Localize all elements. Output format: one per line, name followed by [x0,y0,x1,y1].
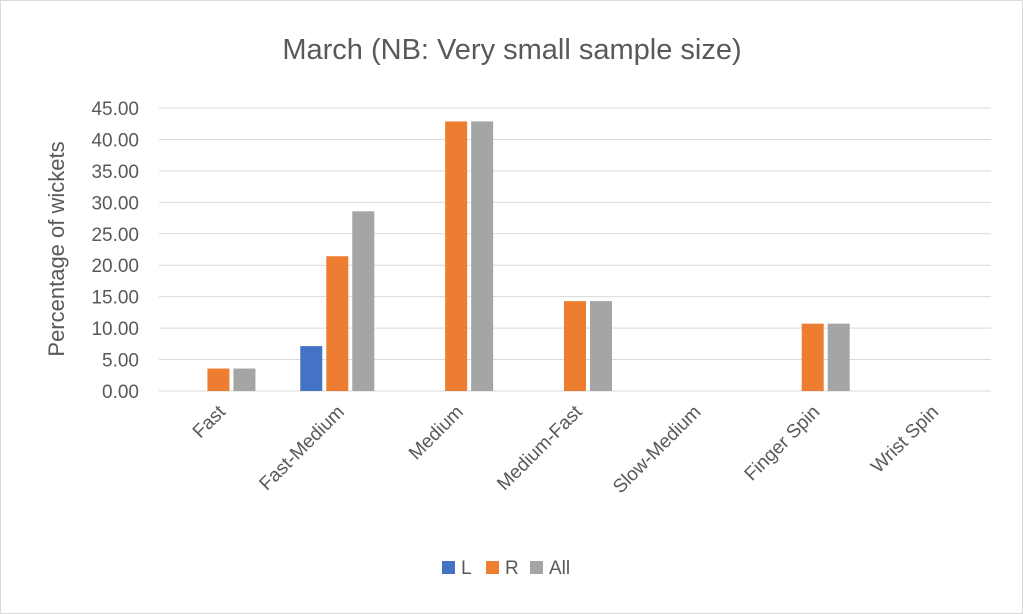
legend-label-r: R [505,558,519,579]
y-tick-label: 25.00 [91,225,139,246]
y-tick-label: 5.00 [102,351,139,372]
y-tick-label: 10.00 [91,319,139,340]
y-tick-label: 20.00 [91,256,139,277]
legend-swatch-all [530,561,543,574]
x-tick-label: Wrist Spin [867,402,943,478]
y-tick-label: 30.00 [91,193,139,214]
x-tick-label: Medium-Fast [493,401,587,495]
bar-all-medium [471,121,494,391]
x-tick-label: Fast-Medium [256,402,349,495]
legend-swatch-r [486,561,499,574]
x-tick-label: Slow-Medium [609,402,705,498]
bar-l-fast-medium [300,346,323,391]
bar-all-fast [233,368,256,391]
bar-r-medium-fast [564,301,586,391]
y-tick-label: 40.00 [91,130,139,151]
bar-r-fast [207,368,230,391]
y-tick-label: 0.00 [102,382,139,403]
bar-all-medium-fast [590,301,612,391]
bar-all-finger-spin [827,323,850,391]
legend-label-all: All [549,558,570,579]
y-tick-label: 35.00 [91,162,139,183]
y-tick-labels: 0.00 5.00 10.00 15.00 20.00 25.00 30.00 35.00 40… [91,99,139,403]
gridlines [159,107,991,392]
bar-all-fast-medium [352,211,375,391]
x-tick-labels: Fast Fast-Medium Medium Medium-Fast Slow-Med… [189,401,943,498]
y-tick-label: 15.00 [91,288,139,309]
y-axis-label: Percentage of wickets [44,141,69,356]
x-tick-label: Finger Spin [741,402,825,486]
x-tick-label: Medium [405,402,468,465]
y-tick-label: 45.00 [91,99,139,120]
legend: L R All [442,558,570,579]
bar-r-fast-medium [326,256,349,391]
bar-r-finger-spin [801,323,824,391]
bar-r-medium [445,121,468,391]
bars [207,121,850,391]
x-tick-label: Fast [189,401,230,442]
legend-label-l: L [461,558,472,579]
legend-swatch-l [442,561,455,574]
chart-title: March (NB: Very small sample size) [282,34,741,66]
